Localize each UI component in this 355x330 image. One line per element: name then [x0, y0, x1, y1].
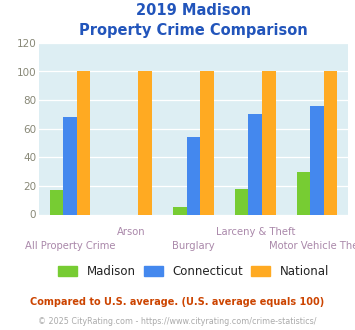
Text: Arson: Arson	[118, 226, 146, 237]
Bar	[63, 117, 77, 214]
Bar	[173, 207, 187, 215]
Text: Burglary: Burglary	[172, 241, 215, 251]
Legend: Madison, Connecticut, National: Madison, Connecticut, National	[58, 265, 329, 278]
Bar	[310, 106, 324, 214]
Bar	[77, 72, 90, 214]
Text: Motor Vehicle Theft: Motor Vehicle Theft	[269, 241, 355, 251]
Text: Larceny & Theft: Larceny & Theft	[215, 226, 295, 237]
Bar	[187, 137, 200, 214]
Bar	[248, 115, 262, 214]
Text: Compared to U.S. average. (U.S. average equals 100): Compared to U.S. average. (U.S. average …	[31, 297, 324, 307]
Text: © 2025 CityRating.com - https://www.cityrating.com/crime-statistics/: © 2025 CityRating.com - https://www.city…	[38, 317, 317, 326]
Bar	[324, 72, 337, 214]
Bar	[200, 72, 214, 214]
Bar	[50, 190, 63, 214]
Bar	[235, 189, 248, 214]
Bar	[262, 72, 275, 214]
Bar	[138, 72, 152, 214]
Title: 2019 Madison
Property Crime Comparison: 2019 Madison Property Crime Comparison	[79, 3, 308, 38]
Text: All Property Crime: All Property Crime	[25, 241, 115, 251]
Bar	[297, 172, 310, 214]
